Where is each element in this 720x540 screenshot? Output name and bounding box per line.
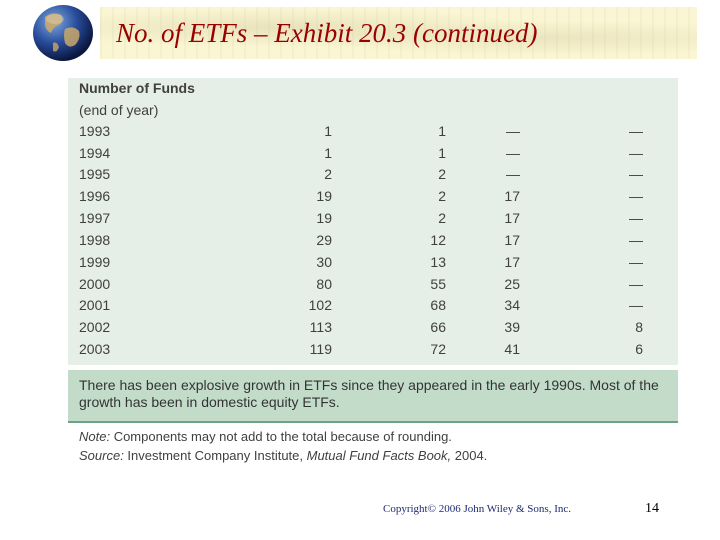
value-cell: 1: [324, 145, 332, 161]
source-label: Source:: [79, 448, 124, 463]
title-banner: [100, 7, 697, 59]
value-cell: 34: [504, 297, 520, 313]
table-row: 1994 1 1 — —: [68, 146, 678, 162]
source-book-title: Mutual Fund Facts Book,: [306, 448, 452, 463]
value-cell: —: [629, 145, 643, 161]
table-row: 2002 113 66 39 8: [68, 320, 678, 336]
source-text: Investment Company Institute,: [123, 448, 307, 463]
value-cell: —: [629, 276, 643, 292]
table-subheading: (end of year): [79, 102, 159, 118]
summary-text: There has been explosive growth in ETFs …: [79, 377, 659, 410]
table-row: 1997 19 2 17 —: [68, 211, 678, 227]
value-cell: 13: [430, 254, 446, 270]
value-cell: 55: [430, 276, 446, 292]
copyright-footer: Copyright© 2006 John Wiley & Sons, Inc.: [383, 503, 571, 515]
value-cell: 12: [430, 232, 446, 248]
year-cell: 2000: [79, 276, 111, 292]
value-cell: 17: [504, 254, 520, 270]
value-cell: —: [629, 297, 643, 313]
value-cell: —: [629, 166, 643, 182]
value-cell: 2: [324, 166, 332, 182]
value-cell: —: [629, 254, 643, 270]
year-cell: 1996: [79, 188, 111, 204]
value-cell: —: [629, 232, 643, 248]
table-row: 1999 30 13 17 —: [68, 255, 678, 271]
slide-title: No. of ETFs – Exhibit 20.3 (continued): [116, 18, 538, 48]
table-row: 2001 102 68 34 —: [68, 298, 678, 314]
value-cell: 1: [438, 123, 446, 139]
value-cell: 19: [316, 210, 332, 226]
globe-icon: [33, 5, 93, 61]
table-note: Note: Components may not add to the tota…: [79, 430, 452, 443]
year-cell: 1998: [79, 232, 111, 248]
table-heading: Number of Funds: [79, 80, 195, 96]
value-cell: 113: [309, 319, 332, 335]
table-row: 2000 80 55 25 —: [68, 277, 678, 293]
value-cell: 2: [438, 188, 446, 204]
exhibit-table: Number of Funds (end of year) 1993 1 1 —…: [68, 78, 678, 365]
table-row: 1993 1 1 — —: [68, 124, 678, 140]
year-cell: 2001: [79, 297, 111, 313]
value-cell: —: [629, 123, 643, 139]
value-cell: 41: [504, 341, 520, 357]
value-cell: 8: [635, 319, 643, 335]
table-row: 2003 119 72 41 6: [68, 342, 678, 358]
value-cell: 17: [504, 210, 520, 226]
value-cell: 6: [635, 341, 643, 357]
value-cell: 102: [308, 297, 332, 313]
year-cell: 1997: [79, 210, 111, 226]
summary-band: There has been explosive growth in ETFs …: [68, 370, 678, 423]
year-cell: 1994: [79, 145, 111, 161]
year-cell: 2002: [79, 319, 111, 335]
value-cell: 39: [504, 319, 520, 335]
value-cell: 80: [316, 276, 332, 292]
value-cell: 2: [438, 210, 446, 226]
value-cell: 1: [324, 123, 332, 139]
year-cell: 1999: [79, 254, 111, 270]
page-number: 14: [645, 501, 659, 516]
source-year: 2004.: [451, 448, 488, 463]
table-row: 1995 2 2 — —: [68, 167, 678, 183]
value-cell: 68: [430, 297, 446, 313]
value-cell: 119: [309, 341, 332, 357]
value-cell: 17: [504, 188, 520, 204]
table-row: 1996 19 2 17 —: [68, 189, 678, 205]
value-cell: 72: [430, 341, 446, 357]
year-cell: 2003: [79, 341, 111, 357]
table-source: Source: Investment Company Institute, Mu…: [79, 449, 487, 462]
year-cell: 1995: [79, 166, 111, 182]
value-cell: —: [629, 210, 643, 226]
year-cell: 1993: [79, 123, 111, 139]
value-cell: 17: [504, 232, 520, 248]
value-cell: 30: [316, 254, 332, 270]
table-row: 1998 29 12 17 —: [68, 233, 678, 249]
value-cell: —: [506, 166, 520, 182]
value-cell: 1: [438, 145, 446, 161]
note-text: Components may not add to the total beca…: [110, 429, 452, 444]
value-cell: 19: [316, 188, 332, 204]
value-cell: 66: [430, 319, 446, 335]
value-cell: 2: [438, 166, 446, 182]
value-cell: —: [506, 145, 520, 161]
value-cell: —: [629, 188, 643, 204]
value-cell: 29: [316, 232, 332, 248]
value-cell: 25: [504, 276, 520, 292]
note-label: Note:: [79, 429, 111, 444]
value-cell: —: [506, 123, 520, 139]
